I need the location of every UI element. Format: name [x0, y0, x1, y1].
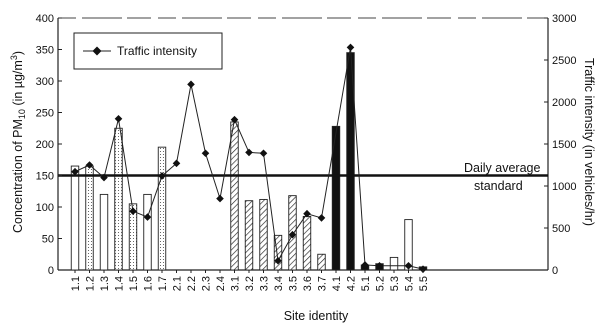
bar-site-1-6: [143, 193, 152, 271]
x-tick-label: 3.6: [302, 276, 314, 291]
x-tick-label: 1.4: [114, 276, 126, 291]
traffic-marker-1-3: [100, 173, 108, 182]
x-tick-label: 1.7: [157, 276, 169, 291]
traffic-marker-4-2: [346, 43, 355, 52]
traffic-marker-5-2: [375, 262, 384, 270]
reference-label-line-2: standard: [474, 179, 523, 193]
y-left-tick-label: 400: [36, 13, 54, 25]
y-right-tick-label: 2000: [552, 97, 576, 109]
x-tick-label: 2.2: [186, 276, 198, 291]
x-tick-label: 3.3: [259, 276, 271, 291]
traffic-marker-2-4: [216, 194, 224, 203]
bar-site-3-7: [317, 253, 326, 271]
traffic-marker-2-2: [187, 80, 195, 89]
y-left-tick-label: 350: [36, 45, 54, 57]
x-tick-label: 5.2: [375, 276, 387, 291]
x-tick-label: 5.1: [360, 276, 372, 291]
y-left-tick-label: 100: [36, 202, 54, 214]
bar-site-3-6: [302, 215, 312, 271]
x-tick-label: 1.6: [143, 276, 155, 291]
traffic-marker-2-3: [201, 149, 210, 158]
traffic-marker-3-6: [303, 209, 311, 218]
y-left-tick-label: 300: [36, 76, 54, 88]
traffic-marker-5-4: [404, 262, 413, 270]
reference-label-line-1: Daily average: [464, 161, 540, 175]
y-left-tick-label: 0: [48, 265, 54, 277]
traffic-marker-1-5: [129, 207, 137, 215]
x-tick-label: 2.4: [215, 276, 227, 291]
y-axis-title-right: Traffic intensity (in vehicles/hr): [582, 58, 596, 226]
bar-site-1-7: [157, 146, 167, 271]
y-left-tick-label: 200: [36, 139, 54, 151]
bar-site-1-4: [114, 127, 123, 271]
bar-site-1-1: [70, 165, 80, 271]
traffic-marker-1-1: [71, 167, 79, 176]
traffic-marker-5-5: [419, 265, 427, 273]
traffic-marker-3-4: [274, 256, 282, 265]
traffic-marker-3-5: [288, 230, 297, 239]
x-tick-label: 3.7: [317, 276, 329, 291]
x-tick-label: 5.3: [389, 276, 401, 291]
axes: 0 50 100 150 200 250 300 350 400 0 500 1000 1500 2000…: [36, 13, 577, 291]
y-right-tick-label: 1500: [552, 139, 576, 151]
y-left-tick-label: 150: [36, 171, 54, 183]
traffic-marker-2-1: [172, 159, 181, 168]
x-tick-label: 3.2: [244, 276, 256, 291]
x-tick-label: 1.1: [70, 276, 82, 291]
pm10-bars: [70, 52, 428, 271]
bar-site-1-2: [85, 165, 94, 271]
y-left-tick-label: 50: [42, 234, 54, 246]
x-tick-label: 4.2: [346, 276, 358, 291]
x-tick-label: 3.1: [230, 276, 242, 291]
x-tick-label: 2.3: [201, 276, 213, 291]
traffic-marker-1-7: [158, 172, 166, 180]
traffic-marker-1-6: [143, 213, 152, 221]
bar-site-3-2: [244, 200, 254, 271]
bar-site-3-3: [259, 198, 268, 271]
x-tick-label: 3.5: [288, 276, 300, 291]
x-tick-label: 3.4: [273, 276, 285, 291]
x-tick-label: 2.1: [172, 276, 184, 291]
y-axis-title-left: Concentration of PM10 (in µg/m3): [9, 51, 27, 233]
legend: Traffic intensity: [73, 32, 223, 70]
y-right-tick-label: 3000: [552, 13, 576, 25]
legend-diamond-marker: [92, 46, 102, 56]
legend-label: Traffic intensity: [117, 44, 197, 58]
x-axis-title: Site identity: [284, 309, 349, 323]
x-tick-label: 1.3: [99, 276, 111, 291]
y-right-tick-label: 1000: [552, 181, 576, 193]
traffic-marker-1-2: [85, 161, 94, 169]
y-right-tick-label: 500: [552, 223, 570, 235]
traffic-intensity-series: [71, 43, 427, 273]
y-right-tick-label: 0: [552, 265, 558, 277]
traffic-marker-3-3: [259, 149, 268, 158]
traffic-marker-5-1: [361, 261, 369, 269]
x-tick-label: 1.2: [85, 276, 97, 291]
traffic-marker-1-4: [114, 115, 123, 123]
traffic-marker-3-7: [317, 214, 326, 222]
x-tick-label: 1.5: [128, 276, 140, 291]
x-tick-label: 5.4: [404, 276, 416, 291]
bar-site-1-3: [99, 193, 109, 271]
y-left-tick-label: 250: [36, 108, 54, 120]
x-tick-label: 5.5: [418, 276, 430, 291]
bar-site-5-3: [389, 256, 399, 271]
traffic-marker-3-1: [230, 115, 239, 124]
bar-site-3-1: [230, 121, 239, 271]
traffic-marker-3-2: [245, 148, 253, 157]
reference-line-label: Daily average standard: [464, 161, 540, 193]
x-tick-label: 4.1: [331, 276, 343, 291]
y-right-tick-label: 2500: [552, 55, 576, 67]
